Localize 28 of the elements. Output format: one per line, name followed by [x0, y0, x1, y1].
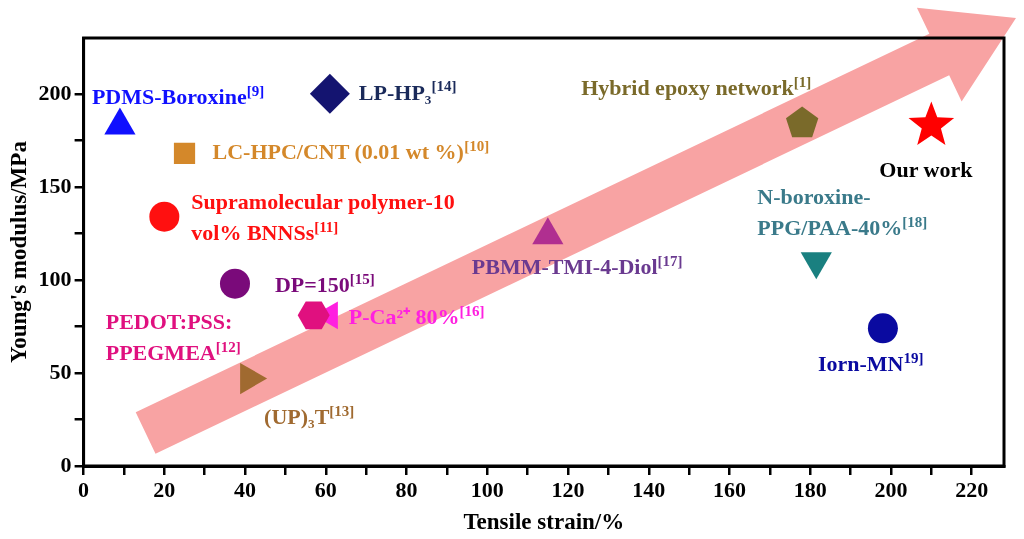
x-tick-label: 20: [153, 476, 176, 502]
x-tick-label: 220: [955, 476, 989, 502]
point: [149, 201, 180, 232]
point: [173, 142, 196, 164]
y-tick-label: 50: [49, 358, 72, 384]
x-tick-label: 180: [793, 476, 827, 502]
x-tick-label: 80: [395, 476, 418, 502]
x-tick-label: 0: [78, 476, 90, 502]
y-axis-title: Young's modulus/MPa: [5, 140, 31, 363]
y-tick-label: 0: [60, 451, 72, 477]
x-tick-label: 40: [234, 476, 257, 502]
y-tick-label: 100: [38, 265, 72, 291]
x-axis-title: Tensile strain/%: [463, 509, 625, 535]
x-tick-label: 140: [632, 476, 666, 502]
x-tick-label: 200: [874, 476, 908, 502]
point: [219, 268, 250, 299]
point: [297, 301, 330, 330]
y-tick-label: 150: [38, 172, 72, 198]
x-tick-label: 160: [712, 476, 746, 502]
point: [867, 313, 898, 344]
x-tick-label: 120: [551, 476, 585, 502]
y-tick-label: 200: [38, 79, 72, 105]
x-tick-label: 60: [314, 476, 337, 502]
point: [785, 106, 819, 138]
x-tick-label: 100: [470, 476, 504, 502]
point: [309, 73, 350, 114]
point: [908, 101, 955, 145]
series-label: Our work: [879, 157, 974, 183]
